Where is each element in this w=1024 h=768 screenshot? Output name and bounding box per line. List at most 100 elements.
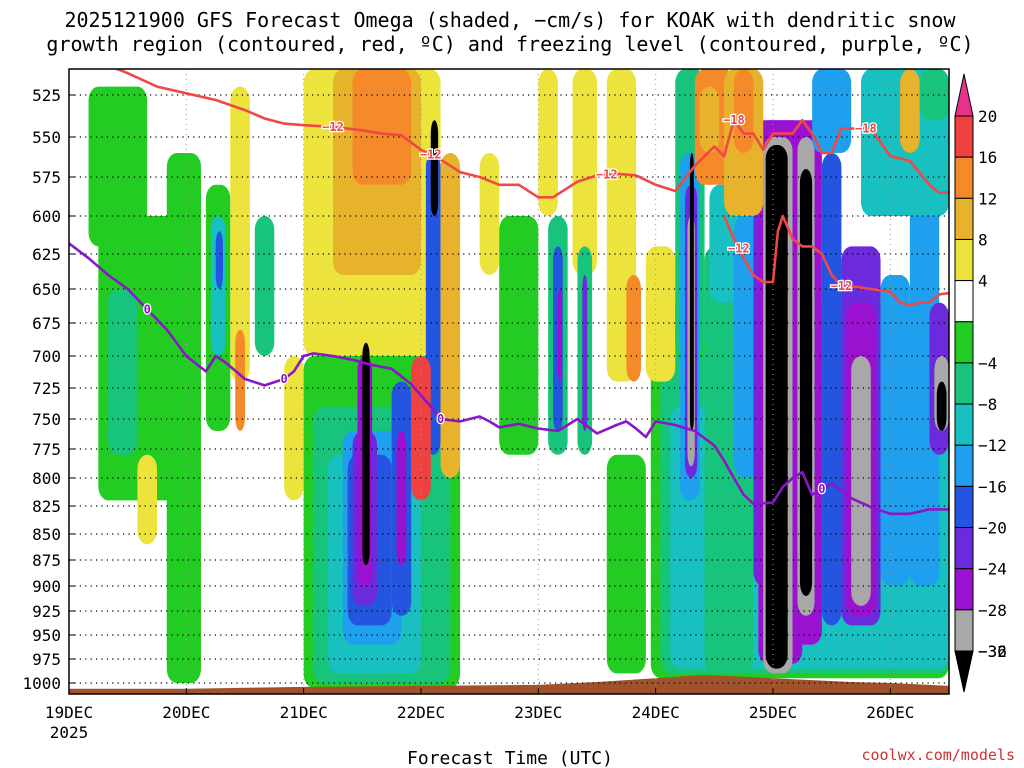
y-tick-label: 625: [32, 245, 61, 264]
omega-cell-11: [254, 216, 275, 356]
colorbar-bin: [954, 444, 974, 487]
y-tick-label: 800: [32, 469, 61, 488]
colorbar-label: 16: [978, 148, 997, 167]
omega-cell-15: [352, 69, 412, 185]
colorbar-label: −20: [978, 519, 1007, 538]
x-tick-label: 20DEC: [162, 703, 210, 722]
colorbar-bin: [954, 321, 974, 364]
omega-shading: [69, 69, 949, 693]
y-tick-label: 650: [32, 280, 61, 299]
x-tick-label: 21DEC: [280, 703, 328, 722]
y-tick-label: 700: [32, 347, 61, 366]
colorbar-label: −28: [978, 601, 1007, 620]
x-tick-label: 25DEC: [749, 703, 797, 722]
omega-cell-36: [572, 69, 597, 275]
colorbar-top-arrow: [954, 73, 974, 117]
colorbar-label: 8: [978, 230, 988, 249]
omega-cell-52: [699, 86, 720, 153]
colorbar-bin: [954, 238, 974, 282]
x-axis-title: Forecast Time (UTC): [407, 748, 613, 768]
y-tick-label: 900: [32, 577, 61, 596]
omega-cell-1: [88, 86, 148, 247]
x-tick-year-label: 2025: [50, 723, 89, 742]
omega-cell-62: [799, 169, 813, 596]
x-tick-label: 24DEC: [632, 703, 680, 722]
chart-title-line-2: growth region (contoured, red, ºC) and f…: [46, 32, 973, 56]
colorbar: 20 16 12 8 4 −4 −8 −12 −16 −20 −24 −28 −32−36: [954, 73, 1007, 693]
dgz-label: −12: [596, 168, 618, 182]
colorbar-label: 20: [978, 107, 997, 126]
omega-cell-41: [606, 454, 646, 674]
y-tick-label: 825: [32, 497, 61, 516]
x-tick-label: 22DEC: [397, 703, 445, 722]
omega-cell-28: [440, 153, 461, 478]
dgz-label: −12: [728, 242, 750, 256]
omega-cell-68: [909, 184, 940, 587]
omega-cell-29: [411, 356, 431, 501]
omega-cell-63: [821, 153, 842, 626]
dgz-isotherm-lower-line: [722, 214, 949, 307]
x-tick-label: 19DEC: [45, 703, 93, 722]
title-block: 2025121900 GFS Forecast Omega (shaded, −…: [46, 8, 973, 56]
colorbar-label: −8: [978, 395, 997, 414]
omega-cell-3: [108, 289, 138, 455]
dgz-label: −12: [322, 120, 344, 134]
y-tick-label: 1000: [22, 674, 61, 693]
colorbar-bin: [954, 403, 974, 446]
omega-cell-32: [538, 69, 558, 216]
omega-cell-23: [362, 342, 370, 566]
plot-frame: [68, 68, 950, 695]
colorbar-bin: [954, 362, 974, 405]
y-tick-label: 975: [32, 650, 61, 669]
omega-cell-73: [733, 69, 754, 153]
y-axis-pressure-ticks: 525 550 575 600 625 650 675 700 725 750 775 800 825 8…: [22, 86, 75, 693]
omega-cell-25: [396, 431, 407, 566]
colorbar-label: −12: [978, 436, 1007, 455]
y-tick-label: 850: [32, 525, 61, 544]
y-tick-label: 725: [32, 379, 61, 398]
y-tick-label: 675: [32, 314, 61, 333]
x-tick-label: 23DEC: [514, 703, 562, 722]
x-tick-label: 26DEC: [866, 703, 914, 722]
omega-cell-67: [880, 275, 910, 586]
credit-text: coolwx.com/models: [861, 746, 1015, 764]
omega-cell-12: [284, 356, 304, 501]
terrain-area: [69, 675, 949, 694]
colorbar-label: 12: [978, 189, 997, 208]
colorbar-label: 4: [978, 272, 988, 291]
dgz-label: −18: [723, 113, 745, 127]
y-tick-label: 550: [32, 128, 61, 147]
omega-cell-10: [137, 454, 157, 545]
omega-cell-77: [919, 69, 949, 121]
y-tick-label: 600: [32, 207, 61, 226]
dgz-isotherm-upper-line: [113, 69, 949, 199]
omega-cell-35: [557, 289, 562, 382]
colorbar-bottom-arrow: [954, 650, 974, 693]
freezing-label: 0: [280, 372, 287, 386]
y-tick-label: 750: [32, 410, 61, 429]
colorbar-bin: [954, 609, 974, 652]
y-tick-label: 775: [32, 440, 61, 459]
colorbar-label: −4: [978, 354, 997, 373]
colorbar-label: −16: [978, 477, 1007, 496]
omega-cell-31: [499, 216, 539, 455]
omega-cell-9: [235, 329, 245, 431]
freezing-level-line: [69, 242, 949, 516]
y-tick-label: 525: [32, 86, 61, 105]
dgz-label: −18: [855, 122, 877, 136]
colorbar-bin: [954, 485, 974, 529]
omega-cell-8: [230, 86, 250, 382]
omega-cell-7: [215, 231, 223, 289]
omega-cell-30: [479, 153, 500, 275]
omega-cell-38: [582, 275, 588, 431]
colorbar-bin: [954, 156, 974, 199]
omega-cell-50: [689, 153, 694, 431]
freezing-label: 0: [818, 482, 825, 496]
freezing-label: 0: [144, 302, 151, 316]
omega-cell-66: [851, 356, 871, 606]
omega-cell-4: [166, 153, 201, 683]
omega-cell-76: [900, 69, 920, 153]
y-tick-label: 925: [32, 602, 61, 621]
